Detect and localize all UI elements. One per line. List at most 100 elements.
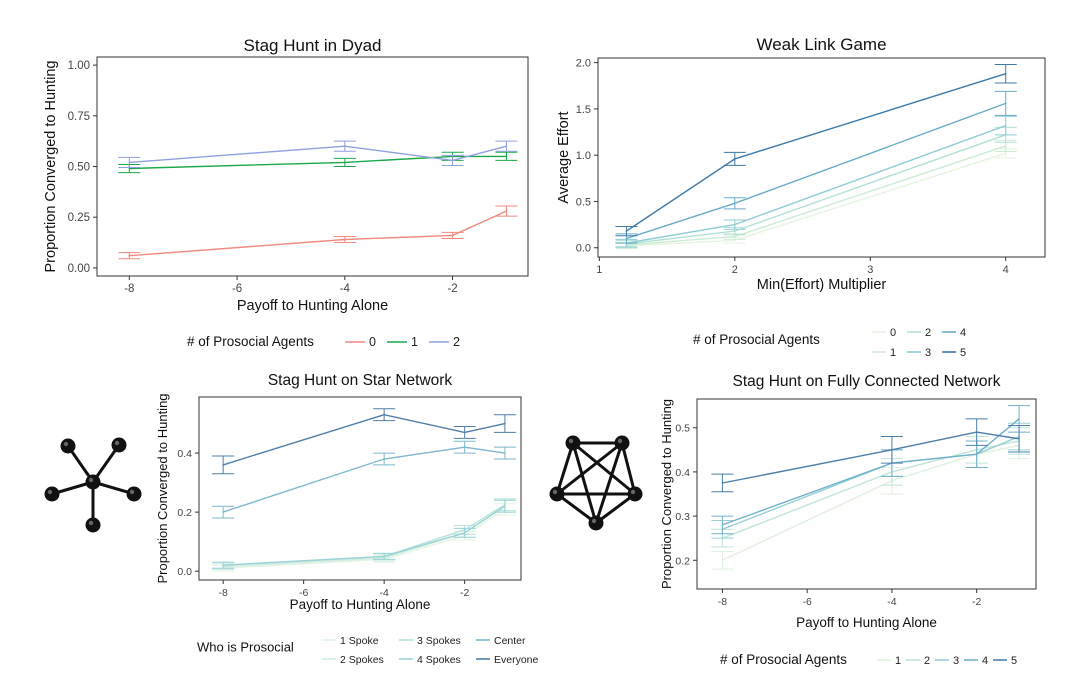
x-tick-label: -4 xyxy=(340,283,351,295)
data-point xyxy=(504,505,506,508)
y-tick-label: 0.75 xyxy=(68,111,90,123)
series-line xyxy=(129,210,507,257)
network-edge xyxy=(556,441,623,496)
data-point xyxy=(222,464,224,466)
x-tick-label: 4 xyxy=(1003,264,1009,276)
series-line xyxy=(222,446,506,513)
data-point xyxy=(344,145,346,148)
network-node-highlight xyxy=(552,489,558,495)
y-tick-label: 0.3 xyxy=(675,511,690,523)
series-line xyxy=(222,413,506,466)
network-node-highlight xyxy=(617,438,623,444)
x-tick-label: -8 xyxy=(718,596,727,608)
legend-label: Everyone xyxy=(494,654,539,666)
y-tick-label: 0.2 xyxy=(675,555,690,567)
network-node xyxy=(549,486,565,502)
network-edge xyxy=(556,492,597,525)
y-tick-label: 0.0 xyxy=(177,566,192,578)
series-5 xyxy=(615,63,1017,237)
network-edge xyxy=(595,492,636,525)
network-node xyxy=(111,437,127,453)
legend-label: 0 xyxy=(890,327,896,339)
network-node xyxy=(588,515,604,531)
legend-label: 4 Spokes xyxy=(417,654,461,666)
chart-title: Weak Link Game xyxy=(756,35,886,54)
star-network-icon xyxy=(44,437,142,533)
network-edge xyxy=(594,442,624,524)
series-3 xyxy=(615,115,1017,248)
series-line xyxy=(223,508,506,569)
legend-dyad: # of Prosocial Agents 0 1 2 xyxy=(187,334,460,349)
data-point xyxy=(505,145,508,148)
data-point xyxy=(734,158,736,160)
y-tick-label: 2.0 xyxy=(576,58,591,70)
series-center xyxy=(212,440,516,519)
chart-title: Stag Hunt in Dyad xyxy=(244,36,382,55)
series-4 xyxy=(615,90,1017,244)
series-2 xyxy=(118,140,518,169)
data-point xyxy=(128,254,131,257)
chart-weaklink: Weak Link Game 1 2 3 4 0.0 0.5 1.0 1.5 2.0 Min(Eff… xyxy=(556,35,1046,293)
data-point xyxy=(505,155,508,158)
data-point xyxy=(625,237,628,240)
legend-label: 5 xyxy=(1011,655,1017,667)
data-point xyxy=(383,413,385,416)
network-edge xyxy=(572,441,636,496)
y-tick-label: 0.2 xyxy=(177,507,192,519)
network-node xyxy=(85,517,101,533)
legend-title: # of Prosocial Agents xyxy=(187,334,314,349)
legend-title: # of Prosocial Agents xyxy=(693,332,820,347)
legend-weaklink: # of Prosocial Agents 0 2 4 1 3 5 xyxy=(693,327,966,359)
full-network-icon xyxy=(549,435,643,531)
y-axis-label: Average Effort xyxy=(556,111,572,203)
y-tick-label: 1.5 xyxy=(576,104,591,116)
series-everyone xyxy=(212,408,516,475)
network-edge xyxy=(571,442,598,524)
network-node-highlight xyxy=(630,489,636,495)
plot-panel xyxy=(96,56,529,277)
legend-label: 5 xyxy=(960,347,966,359)
data-point xyxy=(1004,72,1007,75)
y-axis-label: Proportion Converged to Hunting xyxy=(155,393,170,583)
data-point xyxy=(721,482,724,484)
legend-label: 2 Spokes xyxy=(340,654,384,666)
x-axis-label: Payoff to Hunting Alone xyxy=(237,298,388,314)
network-node xyxy=(85,474,101,490)
series-0 xyxy=(118,205,518,260)
data-point xyxy=(975,431,978,433)
network-edge xyxy=(91,444,121,483)
network-node-highlight xyxy=(88,520,94,526)
legend-label: 2 xyxy=(924,655,930,667)
legend-label: 3 xyxy=(925,347,931,359)
data-point xyxy=(505,210,508,212)
x-axis-label: Payoff to Hunting Alone xyxy=(290,597,431,612)
data-point xyxy=(463,531,466,534)
data-point xyxy=(1018,437,1020,440)
data-point xyxy=(734,239,736,242)
network-node xyxy=(614,435,630,451)
x-tick-label: 3 xyxy=(867,264,873,276)
x-tick-label: -4 xyxy=(887,596,896,608)
legend-label: 3 xyxy=(953,655,959,667)
legend-label: 1 xyxy=(411,335,418,349)
data-point xyxy=(504,422,506,425)
y-tick-label: 0.25 xyxy=(68,212,90,224)
data-point xyxy=(463,431,466,434)
y-tick-label: 0.0 xyxy=(576,243,591,255)
x-tick-label: -4 xyxy=(379,587,388,599)
chart-title: Stag Hunt on Star Network xyxy=(268,372,453,389)
legend-label: 4 xyxy=(982,655,988,667)
series-line xyxy=(129,155,507,170)
legend-label: 2 xyxy=(453,335,460,349)
plot-panel xyxy=(696,398,1037,590)
legend-label: 0 xyxy=(369,335,376,349)
data-point xyxy=(1004,145,1007,147)
network-node-highlight xyxy=(88,477,94,483)
network-node-highlight xyxy=(129,489,135,495)
legend-label: 1 xyxy=(890,347,896,359)
y-tick-label: 0.5 xyxy=(675,423,690,435)
legend-label: 1 xyxy=(895,655,901,667)
legend-star: Who is Prosocial 1 Spoke 3 Spokes Center 2 S… xyxy=(197,635,539,666)
legend-label: Center xyxy=(494,635,526,647)
legend-full: # of Prosocial Agents 1 2 3 4 5 xyxy=(720,652,1017,667)
